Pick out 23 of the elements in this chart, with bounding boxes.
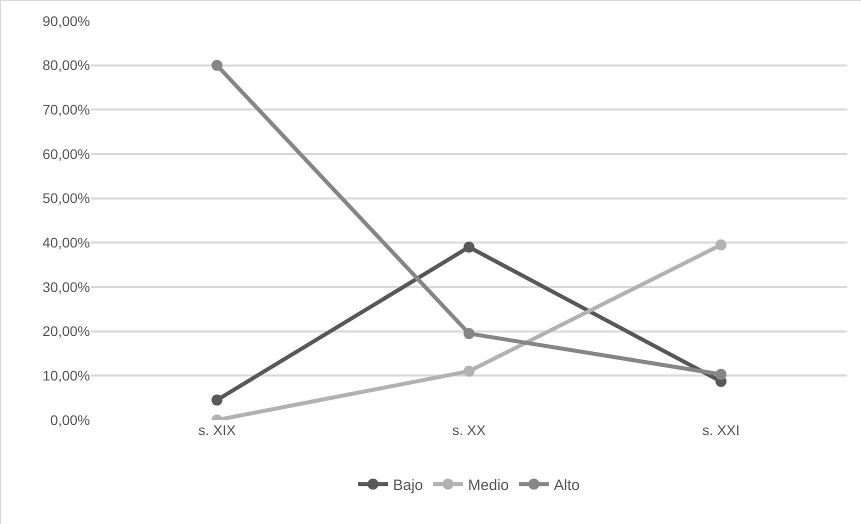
legend-label: Bajo xyxy=(393,476,424,494)
point xyxy=(464,328,474,340)
point xyxy=(212,394,222,406)
x-tick-label: s. XX xyxy=(452,422,486,438)
y-tick-label: 80,00% xyxy=(42,57,90,74)
point xyxy=(464,366,474,377)
y-tick-label: 30,00% xyxy=(42,278,90,295)
legend-label: Medio xyxy=(468,476,509,494)
point xyxy=(464,242,474,253)
x-tick-label: s. XIX xyxy=(198,422,236,438)
y-tick-label: 50,00% xyxy=(42,190,90,206)
y-tick-label: 90,00% xyxy=(42,12,90,29)
legend-label: Alto xyxy=(554,476,580,494)
y-tick-label: 20,00% xyxy=(42,323,90,340)
y-tick-label: 70,00% xyxy=(42,102,90,118)
point xyxy=(716,239,726,250)
point xyxy=(212,60,222,71)
x-tick-label: s. XXI xyxy=(702,422,740,438)
y-tick-label: 0,00% xyxy=(50,412,90,428)
y-tick-label: 10,00% xyxy=(42,368,90,384)
point xyxy=(716,368,726,380)
y-tick-label: 40,00% xyxy=(42,234,90,251)
y-tick-label: 60,00% xyxy=(42,146,90,162)
